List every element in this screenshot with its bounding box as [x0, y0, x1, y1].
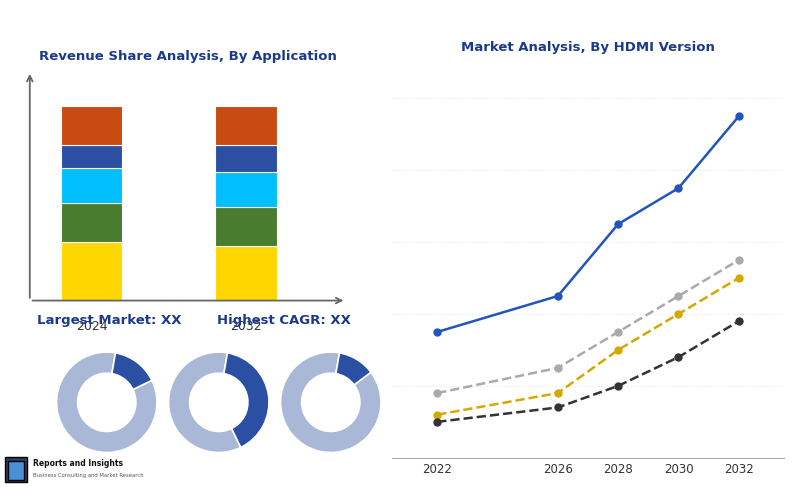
- Bar: [61, 106, 122, 145]
- Title: Market Analysis, By HDMI Version: Market Analysis, By HDMI Version: [461, 41, 715, 54]
- Bar: [61, 169, 122, 204]
- Text: ASIA PACIFIC HDMI CABLE MARKET SEGMENT ANALYSIS: ASIA PACIFIC HDMI CABLE MARKET SEGMENT A…: [10, 21, 468, 36]
- Text: 2032: 2032: [230, 320, 262, 333]
- Title: Revenue Share Analysis, By Application: Revenue Share Analysis, By Application: [39, 50, 337, 63]
- FancyBboxPatch shape: [8, 461, 25, 480]
- FancyBboxPatch shape: [6, 457, 27, 482]
- Text: Reports and Insights: Reports and Insights: [34, 459, 123, 468]
- Wedge shape: [336, 353, 371, 385]
- Bar: [215, 246, 277, 300]
- Bar: [215, 172, 277, 207]
- Wedge shape: [112, 353, 152, 390]
- Wedge shape: [281, 352, 381, 452]
- Wedge shape: [169, 352, 241, 452]
- Bar: [215, 145, 277, 172]
- Bar: [215, 106, 277, 145]
- Bar: [61, 242, 122, 300]
- Text: Largest Market: XX: Largest Market: XX: [37, 314, 182, 327]
- Bar: [61, 204, 122, 242]
- Wedge shape: [224, 353, 269, 448]
- Text: Highest CAGR: XX: Highest CAGR: XX: [217, 314, 350, 327]
- Wedge shape: [57, 352, 157, 452]
- Bar: [61, 145, 122, 169]
- Bar: [215, 207, 277, 246]
- Text: Business Consulting and Market Research: Business Consulting and Market Research: [34, 472, 144, 478]
- Text: 2024: 2024: [76, 320, 107, 333]
